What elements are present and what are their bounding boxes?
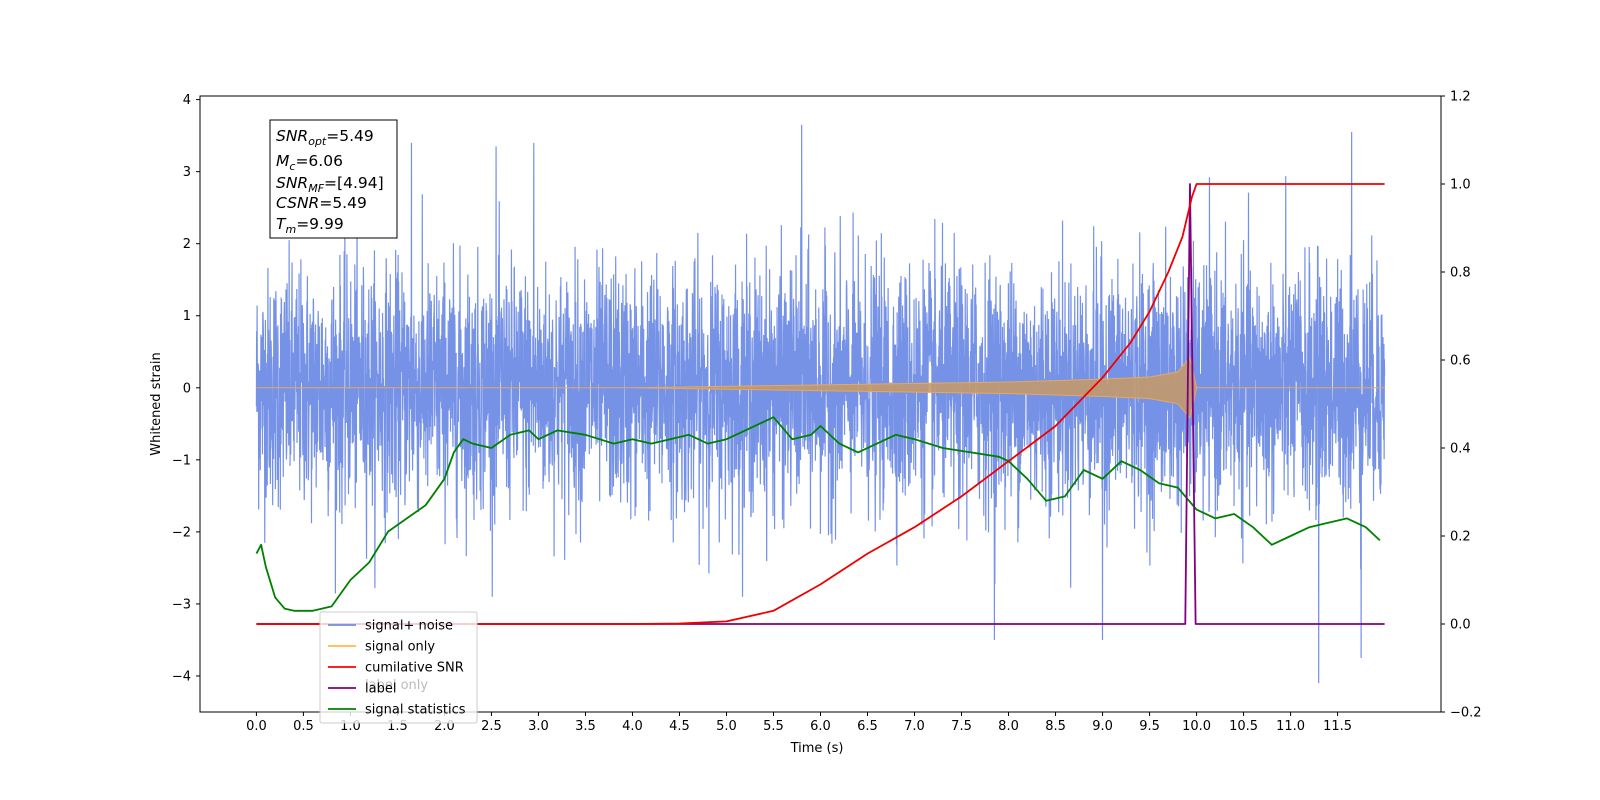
x-tick-label: 8.5	[1045, 719, 1066, 734]
plot-area	[255, 124, 1386, 684]
x-tick-label: 9.0	[1092, 719, 1113, 734]
x-tick-label: 5.5	[763, 719, 784, 734]
signal-plus-noise-series	[255, 124, 1386, 684]
legend-overlap-text: label only	[365, 678, 428, 693]
x-tick-label: 3.5	[575, 719, 596, 734]
y-right-tick-label: 1.2	[1450, 90, 1471, 105]
y-right-tick-label: −0.2	[1450, 706, 1482, 721]
x-tick-label: 6.0	[810, 719, 831, 734]
x-tick-label: 11.5	[1323, 719, 1352, 734]
x-tick-label: 9.5	[1139, 719, 1160, 734]
y-left-tick-label: −3	[172, 597, 191, 612]
x-tick-label: 6.5	[857, 719, 878, 734]
y-left-tick-label: −2	[172, 525, 191, 540]
legend-label: signal statistics	[365, 703, 466, 718]
legend: label only signal+ noise signal only cumil…	[319, 611, 478, 724]
annotation-mc: Mc=6.06	[276, 152, 343, 173]
x-tick-label: 4.5	[669, 719, 690, 734]
x-tick-label: 4.0	[622, 719, 643, 734]
annotation-snr-mf: SNRMF=[4.94]	[276, 174, 384, 195]
y-left-tick-label: −4	[172, 669, 191, 684]
annotation-csnr: CSNR=5.49	[276, 194, 367, 212]
x-axis-ticks: 0.0 0.5 1.0 1.5 2.0 2.5 3.0 3.5 4.0 4.5 5.0 5.5 6.0 6…	[246, 712, 1352, 734]
label-series	[256, 183, 1385, 625]
x-tick-label: 5.0	[716, 719, 737, 734]
y-left-tick-label: 3	[183, 165, 191, 180]
x-tick-label: 10.0	[1182, 719, 1211, 734]
legend-label: label	[365, 682, 396, 697]
legend-label: cumilative SNR	[365, 661, 464, 676]
legend-items: signal+ noise signal only cumilative SNR la…	[328, 619, 466, 718]
x-tick-label: 2.5	[481, 719, 502, 734]
y-left-tick-label: 4	[183, 93, 191, 108]
annotation-frame	[269, 119, 398, 239]
x-tick-label: 3.0	[528, 719, 549, 734]
x-tick-label: 11.0	[1276, 719, 1305, 734]
x-tick-label: 10.5	[1229, 719, 1258, 734]
signal-only-series	[256, 356, 1385, 419]
signal-plus-noise-line	[255, 124, 1386, 684]
y-left-tick-label: −1	[172, 453, 191, 468]
x-tick-label: 8.0	[998, 719, 1019, 734]
cumulative-snr-line	[256, 183, 1385, 625]
annotation-snr-opt: SNRopt=5.49	[276, 127, 374, 148]
y-right-tick-label: 0.2	[1450, 530, 1471, 545]
legend-frame	[319, 611, 478, 724]
x-tick-label: 7.0	[904, 719, 925, 734]
annotation-box: SNRopt=5.49 Mc=6.06 SNRMF=[4.94] CSNR=5.…	[269, 119, 398, 239]
y-right-tick-label: 0.8	[1450, 266, 1471, 281]
annotation-tm: Tm=9.99	[276, 215, 344, 236]
y-right-tick-label: 0.0	[1450, 618, 1471, 633]
y-axis-label: Whitened strain	[149, 352, 164, 455]
legend-label: signal only	[365, 640, 435, 655]
x-axis-label: Time (s)	[790, 741, 844, 756]
y-left-tick-label: 0	[183, 381, 191, 396]
y-left-tick-label: 2	[183, 237, 191, 252]
x-tick-label: 7.5	[951, 719, 972, 734]
y-right-axis-ticks: 1.2 1.0 0.8 0.6 0.4 0.2 0.0 −0.2	[1441, 90, 1482, 721]
legend-label: signal+ noise	[365, 619, 453, 634]
x-tick-label: 0.5	[293, 719, 314, 734]
cumulative-snr-series	[256, 183, 1385, 625]
y-right-tick-label: 0.4	[1450, 442, 1471, 457]
label-line	[256, 183, 1385, 625]
y-right-tick-label: 0.6	[1450, 354, 1471, 369]
signal-only-envelope	[256, 356, 1385, 419]
x-tick-label: 0.0	[246, 719, 267, 734]
y-right-tick-label: 1.0	[1450, 178, 1471, 193]
y-left-tick-label: 1	[183, 309, 191, 324]
y-left-axis-ticks: 4 3 2 1 0 −1 −2 −3 −4	[172, 93, 200, 684]
